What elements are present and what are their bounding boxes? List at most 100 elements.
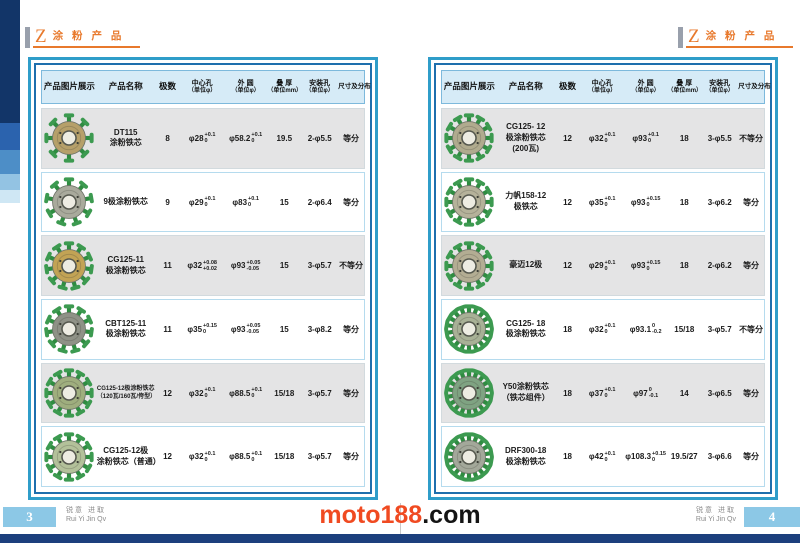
rotor-image: [444, 177, 494, 227]
page-number: 4: [744, 507, 800, 527]
product-image-cell: [42, 303, 97, 355]
motto-pinyin: Rui Yi Jin Qv: [66, 515, 107, 523]
column-header-thickness: 叠 厚（单位mm）: [667, 79, 703, 94]
stack-thickness: 18: [679, 261, 689, 271]
motto-chinese: 锐意 进取: [66, 507, 106, 514]
product-name: CG125- 12 极涂粉铁芯 (200瓦): [505, 122, 546, 153]
product-name: 力帆158-12 极铁芯: [505, 191, 547, 211]
column-header-center-hole: 中心孔 （单位φ）: [588, 79, 617, 94]
table-header: 产品图片展示 产品名称 极数 中心孔 （单位φ） 外 圆（单位φ） 叠 厚（单位mm） 安装孔…: [41, 70, 371, 104]
product-image-cell: [42, 240, 97, 292]
gradient-segment: [0, 123, 20, 150]
table-row: DRF300-18 极涂粉铁芯 18 φ42 +0.1 0 φ108.3 +0.15 0 …: [441, 426, 765, 488]
table-row: 豪迈12极 12 φ29 +0.1 0 φ93 +0.15 0 18 2-φ6.2 等分: [441, 235, 765, 297]
pole-count: 12: [163, 452, 173, 462]
rotor-image: [44, 113, 94, 163]
mount-holes: 3-φ6.5: [707, 388, 732, 398]
stack-thickness: 18: [679, 197, 689, 207]
table-row: 力帆158-12 极铁芯 12 φ35 +0.1 0 φ93 +0.15 0 18 3-φ…: [441, 171, 765, 233]
center-hole-spec: φ32 +0.1 0: [588, 132, 616, 145]
catalog-page-left: 产品图片展示 产品名称 极数 中心孔 （单位φ） 外 圆（单位φ） 叠 厚（单位mm） 安装孔…: [28, 57, 378, 500]
product-name: DT115 涂粉铁芯: [109, 127, 142, 148]
product-image-cell: [442, 367, 497, 419]
table-row: Y50涂粉铁芯 （铁芯组件） 18 φ37 +0.1 0 φ97 0 -0.1 14 3-…: [441, 362, 765, 424]
size-distribution: 等分: [343, 133, 360, 143]
title-accent-bar: [25, 27, 30, 48]
mount-holes: 3-φ5.7: [307, 388, 332, 398]
title-accent-bar: [678, 27, 683, 48]
product-image-cell: [42, 431, 97, 483]
table-row: CG125-12极 涂粉铁芯（普通） 12 φ32 +0.1 0 φ88.5 +0.1 0…: [41, 426, 365, 488]
outer-diameter-spec: φ93.1 0 -0.2: [629, 323, 662, 336]
mount-holes: 3-φ6.6: [707, 452, 732, 462]
table-row: CG125- 18 极涂粉铁芯 18 φ32 +0.1 0 φ93.1 0 -0.2 15…: [441, 299, 765, 360]
rotor-image: [44, 241, 95, 291]
outer-diameter-spec: φ58.2 +0.1 0: [229, 132, 263, 145]
mount-holes: 2-φ5.5: [307, 133, 332, 143]
outer-diameter-spec: φ93 +0.15 0: [630, 259, 661, 272]
gradient-segment: [0, 150, 20, 174]
product-image-cell: [442, 112, 497, 164]
stack-thickness: 15: [279, 197, 289, 207]
outer-diameter-spec: φ93 +0.05 -0.05: [230, 259, 261, 272]
watermark-url: moto188.com: [0, 501, 800, 530]
mount-holes: 3-φ5.5: [707, 133, 732, 143]
center-hole-spec: φ29 +0.1 0: [188, 195, 216, 208]
page-title: Z 涂 粉 产 品: [678, 25, 794, 48]
size-distribution: 等分: [343, 452, 360, 462]
rotor-image: [444, 432, 495, 482]
rotor-image: [44, 368, 94, 418]
gradient-segment: [0, 0, 20, 123]
rotor-image: [44, 432, 94, 482]
stack-thickness: 15/18: [274, 452, 295, 462]
size-distribution: 等分: [343, 388, 360, 398]
column-header-pole-count: 极数: [559, 81, 577, 92]
pole-count: 12: [163, 388, 173, 398]
pole-count: 11: [163, 324, 172, 334]
product-image-cell: [442, 303, 497, 355]
title-prefix: Z: [688, 25, 700, 47]
bottom-navy-bar: [0, 534, 800, 543]
stack-thickness: 15/18: [274, 388, 295, 398]
size-distribution: 不等分: [739, 133, 764, 143]
column-header-product-name: 产品名称: [108, 81, 143, 92]
center-hole-spec: φ32 +0.08 +0.02: [187, 259, 217, 272]
stack-thickness: 15/18: [674, 324, 695, 334]
company-motto: 锐意 进取 Rui Yi Jin Qv: [66, 507, 106, 525]
table-rows: CG125- 12 极涂粉铁芯 (200瓦) 12 φ32 +0.1 0 φ93 +0.1…: [441, 108, 765, 488]
table-row: DT115 涂粉铁芯 8 φ28 +0.1 0 φ58.2 +0.1 0 19.5 2-φ…: [41, 108, 365, 169]
table-row: CG125- 12 极涂粉铁芯 (200瓦) 12 φ32 +0.1 0 φ93 +0.1…: [441, 108, 765, 169]
column-header-outer-diameter: 外 圆（单位φ）: [231, 79, 260, 94]
pole-count: 18: [563, 388, 573, 398]
column-header-distribution: 尺寸及分布: [738, 83, 771, 91]
pole-count: 9: [165, 197, 170, 207]
center-hole-spec: φ29 +0.1 0: [588, 259, 616, 272]
page-divider-line: [400, 503, 401, 534]
page-frame-inner: 产品图片展示 产品名称 极数 中心孔 （单位φ） 外 圆（单位φ） 叠 厚（单位mm） 安装孔…: [34, 63, 372, 494]
title-prefix: Z: [35, 25, 47, 47]
pole-count: 8: [165, 133, 170, 143]
company-motto: 锐意 进取 Rui Yi Jin Qv: [696, 507, 736, 525]
size-distribution: 不等分: [339, 261, 364, 271]
mount-holes: 3-φ5.7: [707, 324, 732, 334]
center-hole-spec: φ42 +0.1 0: [588, 450, 616, 463]
outer-diameter-spec: φ93 +0.05 -0.05: [230, 323, 261, 336]
stack-thickness: 19.5/27: [670, 452, 698, 462]
outer-diameter-spec: φ88.5 +0.1 0: [229, 450, 263, 463]
product-name: CBT125-11 极涂粉铁芯: [105, 318, 147, 339]
product-image-cell: [442, 431, 497, 483]
product-image-cell: [42, 176, 97, 228]
outer-diameter-spec: φ88.5 +0.1 0: [229, 386, 263, 400]
stack-thickness: 14: [679, 388, 689, 398]
pole-count: 12: [563, 133, 573, 143]
size-distribution: 等分: [743, 452, 760, 462]
rotor-image: [44, 304, 95, 354]
gradient-segment: [0, 174, 20, 190]
watermark-suffix: .com: [422, 501, 481, 529]
column-header-product-image: 产品图片展示: [43, 81, 95, 92]
product-name: CG125-12极 涂粉铁芯（普通）: [96, 445, 161, 466]
center-hole-spec: φ32 +0.1 0: [588, 323, 616, 336]
motto-chinese: 锐意 进取: [696, 507, 736, 514]
rotor-image: [444, 304, 495, 354]
column-header-outer-diameter: 外 圆（单位φ）: [631, 79, 660, 94]
